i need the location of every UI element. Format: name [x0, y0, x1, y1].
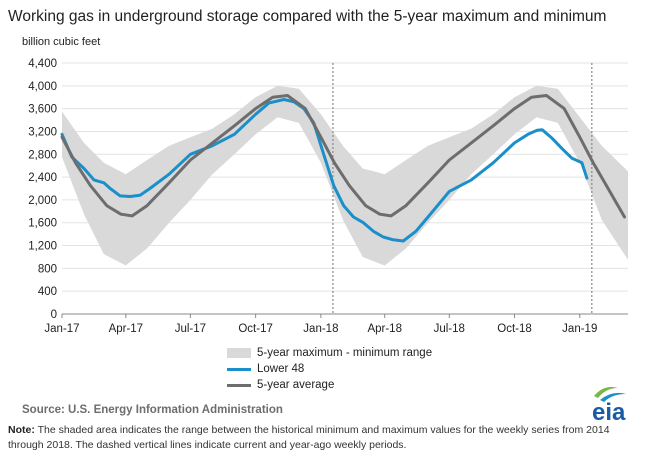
x-tick-label: Apr-18	[367, 323, 402, 335]
y-axis-ticks: 0 400 800 1,200 1,600 2,000 2,400 2,800 3,200 3,6…	[28, 58, 57, 321]
x-tick-label: Jan-18	[303, 323, 338, 335]
note-label: Note:	[8, 424, 35, 436]
x-tick-label: Oct-18	[497, 323, 532, 335]
y-tick-label: 4,400	[28, 58, 57, 70]
source-text: Source: U.S. Energy Information Administ…	[22, 404, 283, 416]
y-tick-label: 800	[38, 263, 57, 275]
legend-label-lower48: Lower 48	[257, 363, 305, 375]
legend-label-range: 5-year maximum - minimum range	[257, 347, 433, 359]
eia-logo: eia	[592, 387, 626, 426]
footnote: Note: The shaded area indicates the rang…	[8, 423, 648, 453]
chart-title: Working gas in underground storage compa…	[8, 8, 607, 25]
x-tick-label: Oct-17	[238, 323, 273, 335]
legend-item-average: 5-year average	[227, 377, 432, 393]
x-axis-ticks: Jan-17 Apr-17 Jul-17 Oct-17 Jan-18 Apr-18 Jul-…	[44, 314, 597, 335]
y-tick-label: 400	[38, 286, 57, 298]
y-tick-label: 2,400	[28, 172, 57, 184]
x-tick-label: Jan-17	[44, 323, 79, 335]
y-tick-label: 0	[51, 309, 57, 321]
x-tick-label: Apr-17	[109, 323, 144, 335]
logo-leaf-green	[594, 387, 618, 398]
y-tick-label: 2,000	[28, 195, 57, 207]
grid-lines	[62, 62, 628, 315]
dashed-markers	[332, 63, 593, 314]
logo-text: eia	[592, 399, 626, 426]
range-band	[62, 85, 628, 266]
chart-legend: 5-year maximum - minimum range Lower 48 …	[227, 345, 432, 393]
series-line-average	[60, 94, 626, 219]
series-line-lower48	[60, 98, 589, 243]
x-tick-label: Jul-17	[175, 323, 206, 335]
legend-swatch-lower48	[227, 367, 251, 371]
x-tick-label: Jan-19	[562, 323, 597, 335]
legend-swatch-range	[227, 348, 251, 358]
x-tick-label: Jul-18	[434, 323, 465, 335]
series-lines	[60, 94, 626, 243]
y-tick-label: 4,000	[28, 81, 57, 93]
note-text: The shaded area indicates the range betw…	[8, 424, 610, 451]
range-band-area	[62, 85, 628, 266]
legend-label-average: 5-year average	[257, 379, 335, 391]
y-tick-label: 1,200	[28, 241, 57, 253]
legend-item-range: 5-year maximum - minimum range	[227, 345, 432, 361]
y-tick-label: 2,800	[28, 149, 57, 161]
y-tick-label: 3,600	[28, 104, 57, 116]
y-tick-label: 1,600	[28, 218, 57, 230]
storage-line-chart: 0 400 800 1,200 1,600 2,000 2,400 2,800 3,200 3,6…	[28, 58, 628, 335]
y-tick-label: 3,200	[28, 126, 57, 138]
y-axis-unit-label: billion cubic feet	[22, 36, 101, 48]
logo-leaf-blue	[600, 392, 626, 402]
legend-item-lower48: Lower 48	[227, 361, 432, 377]
legend-swatch-average	[227, 383, 251, 387]
